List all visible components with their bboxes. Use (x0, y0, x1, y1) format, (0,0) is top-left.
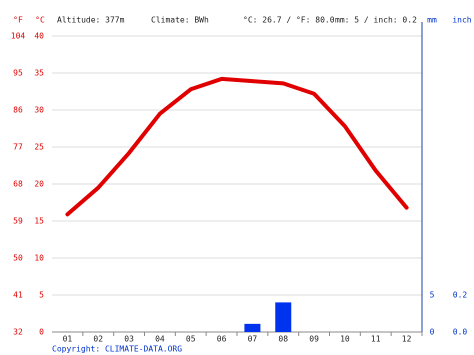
f-tick-label: 59 (13, 217, 23, 226)
c-tick-label: 20 (34, 180, 44, 189)
inch-tick-label: 0.0 (453, 328, 468, 337)
f-tick-label: 77 (13, 143, 23, 152)
x-tick-label: 06 (217, 335, 227, 344)
inch-unit: inch (452, 16, 471, 25)
f-tick-label: 86 (13, 106, 23, 115)
x-tick-label: 02 (93, 335, 103, 344)
f-tick-label: 50 (13, 254, 23, 263)
mm-tick-label: 5 (430, 291, 435, 300)
inch-tick-label: 0.2 (453, 291, 468, 300)
temperature-summary: °C: 26.7 / °F: 80.0 (243, 16, 335, 25)
mm-unit: mm (427, 16, 437, 25)
copyright: Copyright: CLIMATE-DATA.ORG (52, 345, 182, 354)
x-tick-label: 11 (371, 335, 381, 344)
c-tick-label: 35 (34, 69, 44, 78)
altitude: Altitude: 377m (57, 16, 125, 25)
x-tick-label: 07 (248, 335, 258, 344)
c-tick-label: 15 (34, 217, 44, 226)
c-tick-label: 30 (34, 106, 44, 115)
f-tick-label: 68 (13, 180, 23, 189)
f-tick-label: 104 (11, 32, 26, 41)
precip-bar (244, 323, 261, 332)
f-tick-label: 95 (13, 69, 23, 78)
climate: Climate: BWh (151, 16, 209, 25)
c-tick-label: 0 (39, 328, 44, 337)
x-tick-label: 09 (309, 335, 319, 344)
x-tick-label: 04 (155, 335, 165, 344)
x-tick-label: 10 (340, 335, 350, 344)
f-unit: °F (13, 16, 23, 25)
x-tick-label: 08 (278, 335, 288, 344)
x-tick-label: 05 (186, 335, 196, 344)
c-unit: °C (35, 16, 45, 25)
x-tick-label: 01 (63, 335, 73, 344)
precipitation-summary: mm: 5 / inch: 0.2 (335, 16, 417, 25)
x-tick-label: 12 (402, 335, 412, 344)
temperature-line (65, 76, 409, 217)
c-tick-label: 25 (34, 143, 44, 152)
c-tick-label: 10 (34, 254, 44, 263)
mm-tick-label: 0 (430, 328, 435, 337)
c-tick-label: 40 (34, 32, 44, 41)
x-tick-label: 03 (124, 335, 134, 344)
precip-bar (275, 302, 292, 332)
f-tick-label: 32 (13, 328, 23, 337)
c-tick-label: 5 (39, 291, 44, 300)
f-tick-label: 41 (13, 291, 23, 300)
